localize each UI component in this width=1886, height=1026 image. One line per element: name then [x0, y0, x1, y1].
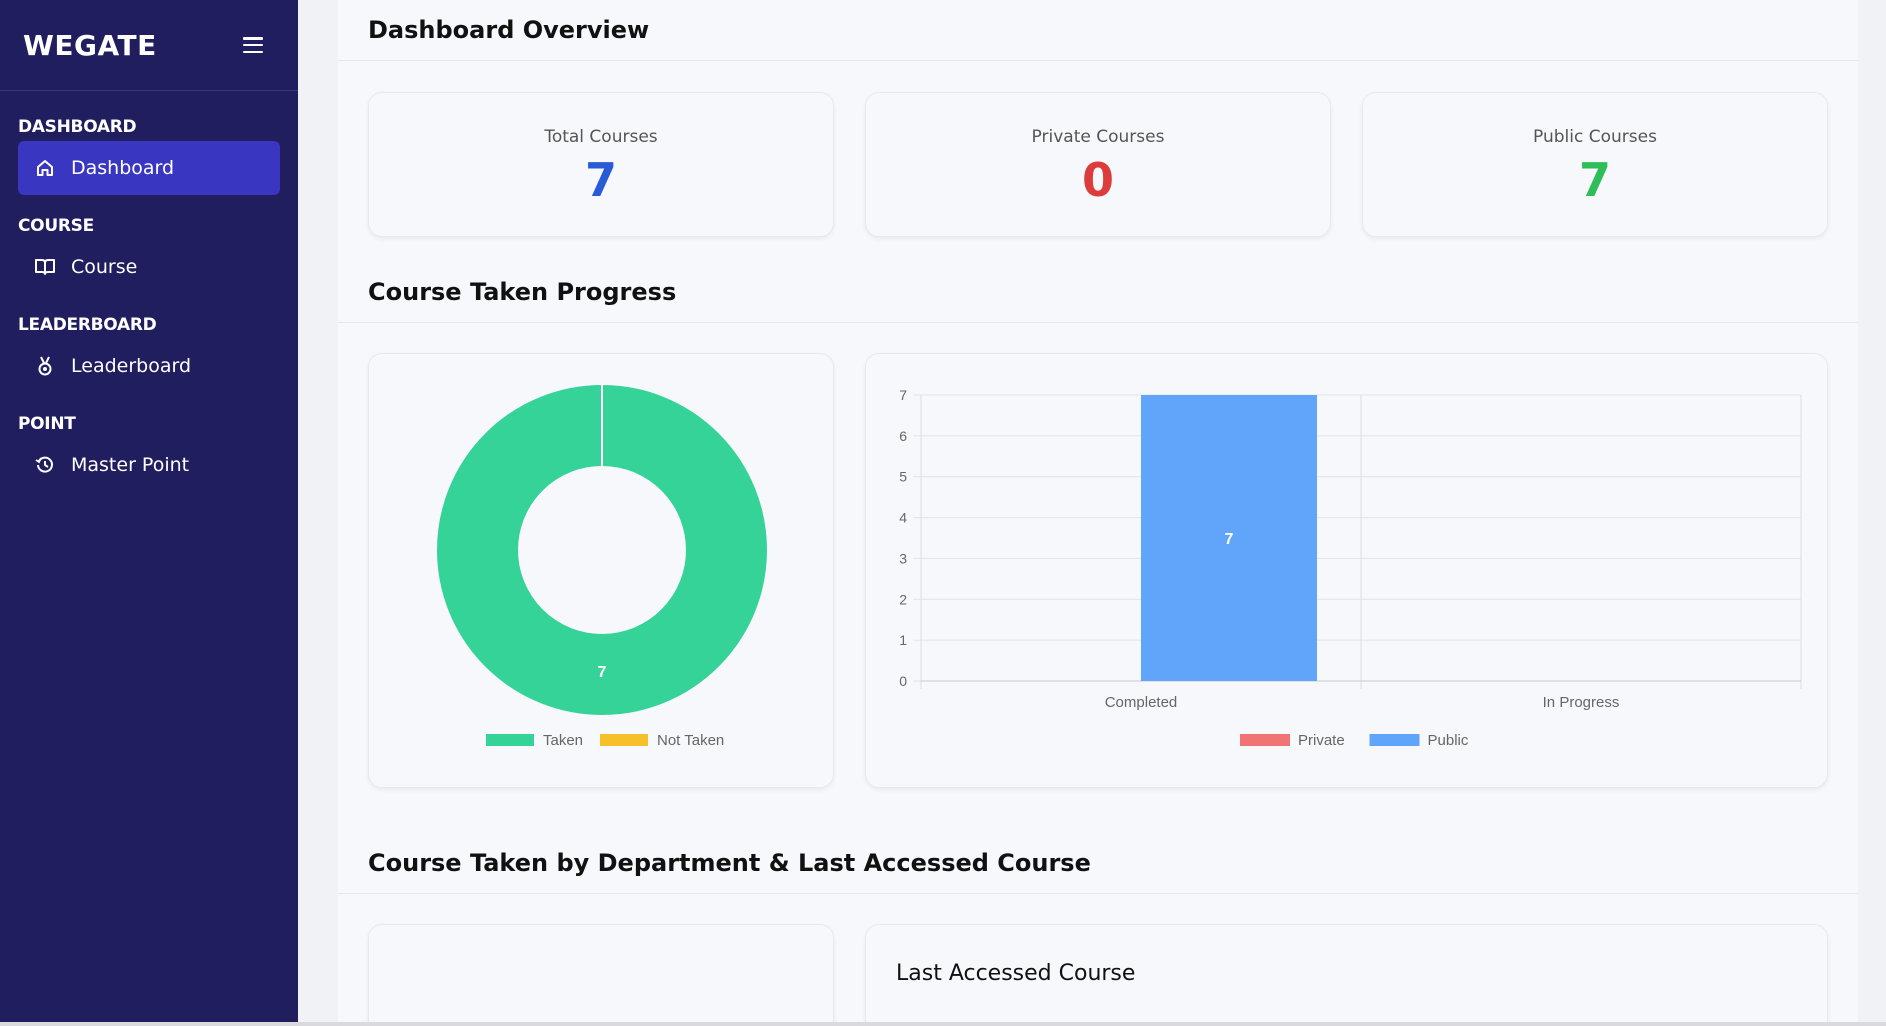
sidebar-item-course[interactable]: Course	[18, 240, 280, 294]
legend-label-taken: Taken	[543, 732, 583, 749]
stat-value: 7	[584, 153, 617, 207]
section-header-progress: Course Taken Progress	[338, 261, 1858, 323]
sidebar-item-dashboard[interactable]: Dashboard	[18, 141, 280, 195]
stat-value: 7	[1578, 153, 1611, 207]
y-tick-label: 2	[899, 591, 907, 607]
bar-chart: 0 1 2 3 4 5 6 7 7 Completed In Progress Private Publ…	[899, 387, 1802, 749]
legend-swatch-taken	[486, 734, 534, 746]
stat-label: Public Courses	[1533, 127, 1657, 147]
hamburger-icon[interactable]	[243, 37, 263, 53]
last-accessed-title: Last Accessed Course	[896, 961, 1136, 986]
sidebar-item-label: Dashboard	[71, 157, 175, 179]
legend-swatch-private	[1240, 734, 1290, 746]
sidebar-item-leaderboard[interactable]: Leaderboard	[18, 339, 280, 393]
x-tick-label: Completed	[1105, 694, 1178, 711]
sidebar-item-label: Master Point	[71, 454, 190, 476]
section-title-leaderboard: LEADERBOARD	[18, 315, 157, 335]
bar-data-label: 7	[1225, 531, 1234, 548]
y-tick-label: 5	[899, 469, 907, 485]
y-tick-label: 4	[899, 510, 907, 526]
legend-label-public: Public	[1428, 732, 1469, 749]
sidebar-item-label: Leaderboard	[71, 355, 192, 377]
y-tick-label: 7	[899, 387, 907, 403]
brand-logo[interactable]: WEGATE	[23, 28, 157, 62]
last-accessed-card: Last Accessed Course	[865, 924, 1828, 1026]
brand-bar: WEGATE	[0, 0, 298, 91]
page-header: Dashboard Overview	[338, 0, 1858, 61]
stat-card-private: Private Courses 0	[865, 92, 1331, 237]
stat-label: Total Courses	[544, 127, 658, 147]
section-title-point: POINT	[18, 414, 76, 434]
donut-data-label: 7	[598, 664, 607, 681]
y-tick-label: 0	[899, 673, 907, 689]
bar-chart-card: 0 1 2 3 4 5 6 7 7 Completed In Progress Private Publ…	[865, 353, 1828, 788]
page-scrollbar[interactable]	[1858, 0, 1886, 1022]
home-icon	[34, 157, 56, 179]
section-title-dashboard: DASHBOARD	[18, 117, 137, 137]
history-icon	[34, 454, 56, 476]
stat-label: Private Courses	[1031, 127, 1165, 147]
department-chart-card	[368, 924, 834, 1026]
page-title: Dashboard Overview	[368, 16, 650, 44]
section-title: Course Taken Progress	[368, 277, 677, 306]
sidebar-nav: DASHBOARD Dashboard COURSE Course LEADER…	[0, 91, 298, 492]
doughnut-chart-card: 7 Taken Not Taken	[368, 353, 834, 788]
legend-swatch-public	[1369, 734, 1420, 746]
sidebar-item-master-point[interactable]: Master Point	[18, 438, 280, 492]
main-content: Dashboard Overview Total Courses 7 Priva…	[338, 0, 1858, 1026]
legend-label-private: Private	[1298, 732, 1345, 749]
y-tick-label: 6	[899, 428, 907, 444]
section-title: Course Taken by Department & Last Access…	[368, 848, 1091, 877]
bar-public-completed	[1141, 395, 1317, 681]
x-tick-label: In Progress	[1543, 694, 1620, 711]
stat-card-public: Public Courses 7	[1362, 92, 1828, 237]
sidebar: WEGATE DASHBOARD Dashboard COURSE Course…	[0, 0, 298, 1022]
doughnut-chart: 7 Taken Not Taken	[437, 385, 767, 749]
window-bottom-edge	[0, 1022, 1886, 1026]
legend-label-not-taken: Not Taken	[657, 732, 724, 749]
section-title-course: COURSE	[18, 216, 94, 236]
stat-card-total: Total Courses 7	[368, 92, 834, 237]
medal-icon	[34, 355, 56, 377]
section-header-department: Course Taken by Department & Last Access…	[338, 832, 1858, 894]
legend-swatch-not-taken	[600, 734, 648, 746]
y-tick-label: 3	[899, 550, 907, 566]
sidebar-item-label: Course	[71, 256, 138, 278]
y-tick-label: 1	[899, 632, 907, 648]
book-icon	[34, 256, 56, 278]
stat-value: 0	[1081, 153, 1114, 207]
